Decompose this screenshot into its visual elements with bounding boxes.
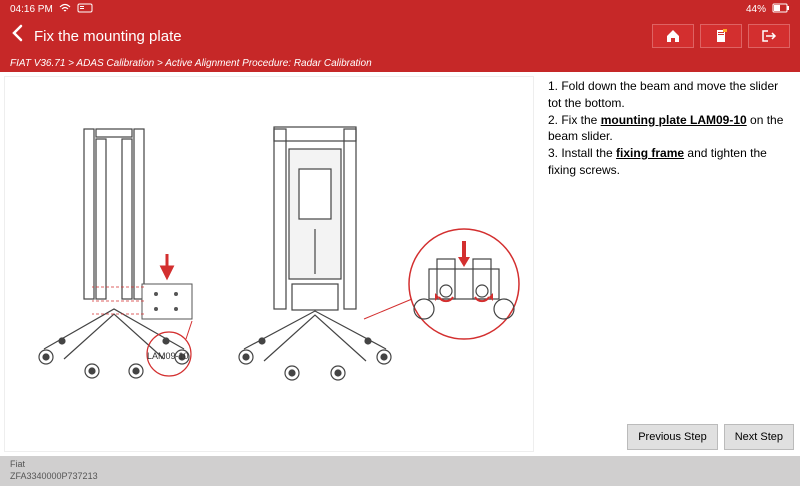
step-3: 3. Install the fixing frame and tighten …: [548, 145, 790, 179]
status-bar: 04:16 PM 44%: [0, 0, 800, 18]
document-button[interactable]: [700, 24, 742, 48]
back-icon[interactable]: [10, 24, 24, 48]
page-title: Fix the mounting plate: [34, 28, 652, 45]
next-step-button[interactable]: Next Step: [724, 424, 794, 450]
diagram: LAM09-10: [4, 76, 534, 452]
step-2: 2. Fix the mounting plate LAM09-10 on th…: [548, 112, 790, 146]
device-icon: [77, 3, 93, 16]
diagram-label: LAM09-10: [147, 351, 189, 361]
instructions-panel: 1. Fold down the beam and move the slide…: [538, 72, 800, 456]
footer-strip: Fiat ZFA3340000P737213: [0, 456, 800, 486]
footer-vin: ZFA3340000P737213: [10, 471, 790, 483]
battery-icon: [772, 3, 790, 16]
wifi-icon: [59, 3, 71, 16]
battery-pct: 44%: [746, 4, 766, 15]
header: Fix the mounting plate: [0, 18, 800, 54]
clock: 04:16 PM: [10, 4, 53, 15]
exit-button[interactable]: [748, 24, 790, 48]
footer-brand: Fiat: [10, 459, 790, 471]
step-1: 1. Fold down the beam and move the slide…: [548, 78, 790, 112]
home-button[interactable]: [652, 24, 694, 48]
breadcrumb: FIAT V36.71 > ADAS Calibration > Active …: [0, 54, 800, 72]
previous-step-button[interactable]: Previous Step: [627, 424, 717, 450]
